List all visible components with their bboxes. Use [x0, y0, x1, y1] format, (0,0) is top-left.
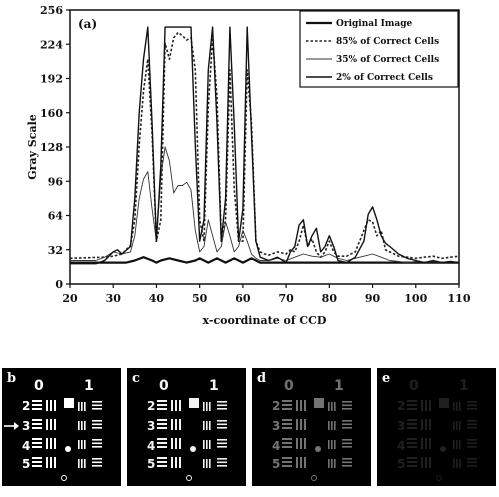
svg-text:2: 2: [397, 399, 405, 413]
y-tick-label: 128: [40, 141, 63, 154]
svg-text:5: 5: [397, 457, 405, 471]
resolution-target-art: 0 1 2 3 4 5: [272, 378, 352, 481]
svg-text:1: 1: [334, 378, 344, 394]
y-tick-label: 256: [40, 4, 63, 17]
svg-text:0: 0: [159, 378, 169, 394]
x-tick-label: 30: [106, 292, 122, 305]
thumbnail-label: e: [382, 371, 391, 386]
y-tick-label: 192: [40, 73, 63, 86]
legend-entry: 2% of Correct Cells: [336, 73, 433, 83]
thumbnail-b: 0 1 2 3 4 5 b: [2, 368, 121, 486]
legend-entry: Original Image: [336, 19, 412, 29]
x-tick-label: 80: [322, 292, 338, 305]
x-tick-label: 40: [149, 292, 165, 305]
resolution-target-art: 0 1 2 3 4 5: [147, 378, 227, 481]
svg-text:2: 2: [147, 399, 155, 413]
svg-text:3: 3: [147, 419, 155, 433]
x-tick-label: 90: [365, 292, 381, 305]
y-axis-label: Gray Scale: [26, 114, 39, 179]
series-line-1: [70, 256, 459, 264]
x-tick-label: 20: [62, 292, 78, 305]
x-tick-label: 70: [278, 292, 294, 305]
svg-text:0: 0: [409, 378, 419, 394]
svg-text:3: 3: [397, 419, 405, 433]
svg-text:1: 1: [459, 378, 469, 394]
legend-entry: 35% of Correct Cells: [336, 55, 439, 65]
panel-label: (a): [78, 17, 97, 31]
legend: Original Image 85% of Correct Cells 35% of…: [299, 10, 459, 88]
y-tick-label: 32: [48, 244, 63, 257]
resolution-target-art: 0 1 2 3 4 5: [397, 378, 477, 481]
y-tick-label: 96: [48, 175, 64, 188]
y-tick-label: 224: [40, 38, 63, 51]
svg-text:0: 0: [284, 378, 294, 394]
thumbnail-label: c: [132, 371, 140, 386]
x-tick-label: 50: [192, 292, 208, 305]
x-tick-label: 110: [448, 292, 471, 305]
thumbnail-d: 0 1 2 3 4 5 d: [252, 368, 371, 486]
svg-text:4: 4: [397, 439, 405, 453]
svg-text:5: 5: [147, 457, 155, 471]
x-axis-ticks: 20 30 40 50 60 70 80 90 100 110: [62, 284, 471, 305]
x-tick-label: 60: [235, 292, 251, 305]
svg-text:3: 3: [22, 419, 30, 433]
svg-text:4: 4: [272, 439, 280, 453]
svg-text:1: 1: [84, 378, 94, 394]
svg-text:4: 4: [22, 439, 30, 453]
svg-text:5: 5: [22, 457, 30, 471]
legend-entry: 85% of Correct Cells: [336, 37, 439, 47]
svg-text:4: 4: [147, 439, 155, 453]
resolution-target-art: 0 1 2 3 4 5: [4, 378, 102, 481]
series-layer: [69, 26, 460, 265]
svg-text:1: 1: [209, 378, 219, 394]
series-line-3: [70, 146, 460, 264]
svg-text:5: 5: [272, 457, 280, 471]
x-axis-label: x-coordinate of CCD: [203, 314, 327, 327]
x-tick-label: 100: [404, 292, 427, 305]
gray-scale-line-chart: 0 32 64 96 128 160 192 224 256 20 30 40 50 60 70 80 90 1…: [26, 4, 471, 327]
svg-text:0: 0: [34, 378, 44, 394]
y-tick-label: 160: [40, 107, 63, 120]
svg-text:3: 3: [272, 419, 280, 433]
y-tick-label: 64: [48, 210, 64, 223]
thumbnail-c: 0 1 2 3 4 5 c: [127, 368, 246, 486]
svg-text:2: 2: [22, 399, 30, 413]
y-tick-label: 0: [55, 278, 63, 291]
series-line-4: [70, 26, 460, 265]
thumbnail-e: 0 1 2 3 4 5 e: [377, 368, 496, 486]
thumbnail-label: b: [7, 371, 17, 386]
svg-text:2: 2: [272, 399, 280, 413]
result-thumbnails: 0 1 2 3 4 5 b 0 1 2 3 4 5 c 0 1 2 3 4 5 d 0 1 2 3 4 5 e: [2, 368, 497, 486]
y-axis-ticks: 0 32 64 96 128 160 192 224 256: [40, 4, 70, 291]
thumbnail-label: d: [257, 371, 267, 386]
